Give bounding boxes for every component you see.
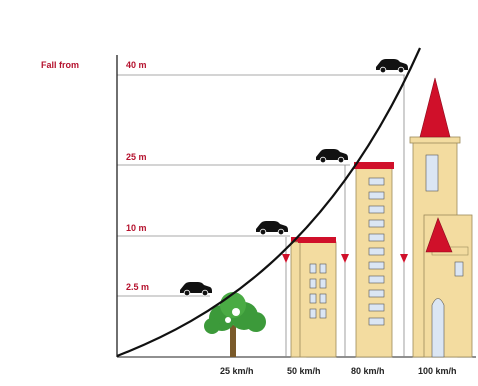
speed-curve: [116, 47, 422, 358]
speed-label-25: 25 km/h: [220, 366, 254, 376]
height-label-40m: 40 m: [126, 60, 147, 70]
tower-icon: [409, 77, 473, 358]
height-label-2-5m: 2.5 m: [126, 282, 149, 292]
tree-icon: [204, 292, 266, 357]
drop-arrow-icon: [282, 75, 408, 357]
speed-label-50: 50 km/h: [287, 366, 321, 376]
car-icon: [180, 282, 212, 297]
speed-label-80: 80 km/h: [351, 366, 385, 376]
height-label-25m: 25 m: [126, 152, 147, 162]
building-tall-icon: [354, 162, 394, 358]
car-icon: [316, 149, 348, 164]
speed-label-100: 100 km/h: [418, 366, 457, 376]
fall-from-label: Fall from: [41, 60, 79, 70]
building-small-icon: [290, 237, 337, 358]
height-label-10m: 10 m: [126, 223, 147, 233]
car-icon: [376, 59, 408, 74]
car-icon: [256, 221, 288, 236]
